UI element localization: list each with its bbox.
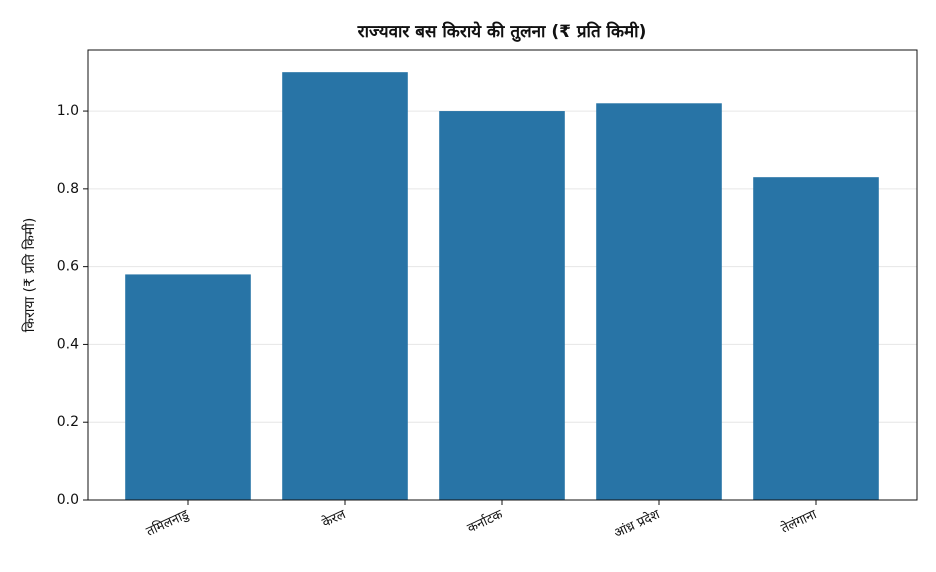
- x-tick-label: कर्नाटक: [465, 506, 506, 537]
- bar: [282, 72, 408, 500]
- bar: [753, 177, 879, 500]
- bar: [439, 111, 565, 500]
- x-tick-label: आंध्र प्रदेश: [611, 506, 663, 542]
- y-tick-label: 0.8: [57, 181, 79, 197]
- y-tick-label: 0.4: [57, 336, 79, 352]
- x-tick-label: केरल: [320, 506, 349, 531]
- plot-frame: [87, 49, 918, 501]
- y-tick-label: 0.2: [57, 414, 79, 430]
- x-tick-label: तेलंगाना: [778, 506, 819, 537]
- chart-title: राज्यवार बस किराये की तुलना (₹ प्रति किम…: [357, 21, 647, 42]
- y-tick-label: 0.6: [57, 259, 79, 275]
- x-tick-label: तमिलनाडु: [144, 506, 192, 540]
- y-tick-label: 0.0: [57, 492, 79, 508]
- bar: [596, 103, 722, 500]
- y-tick-label: 1.0: [57, 103, 79, 119]
- y-axis-label: किराया (₹ प्रति किमी): [21, 218, 38, 333]
- bar: [125, 274, 251, 500]
